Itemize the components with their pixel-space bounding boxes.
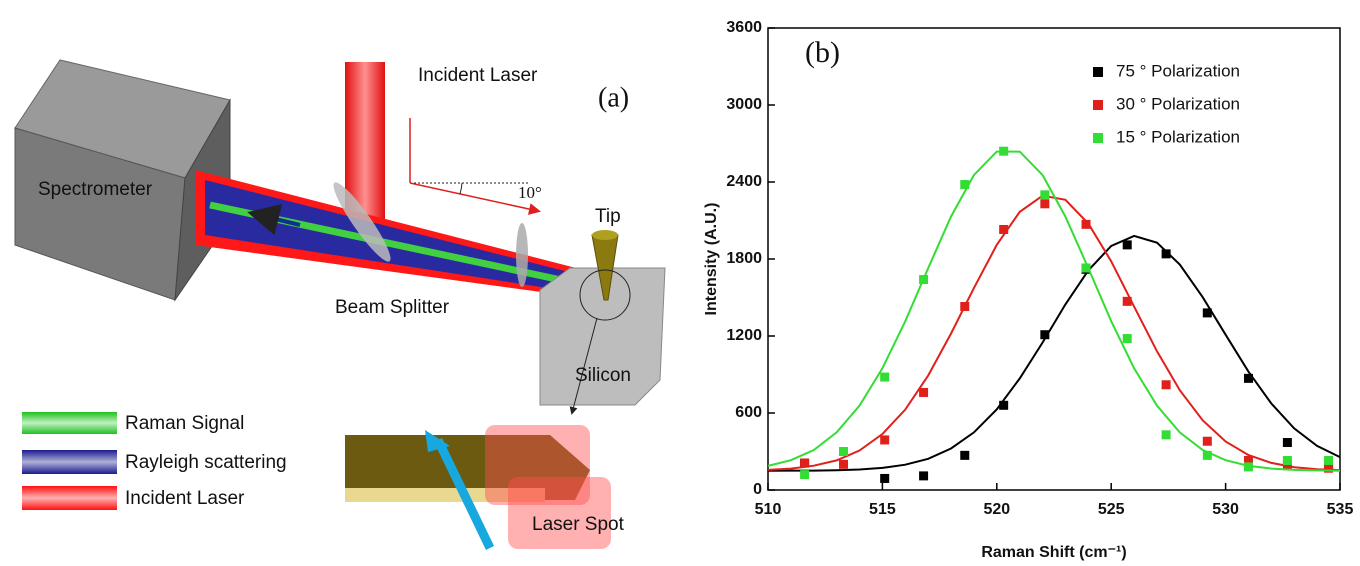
label: Tip	[595, 206, 621, 227]
legend-label: Rayleigh scattering	[125, 452, 287, 473]
data-point	[880, 474, 889, 483]
data-point	[999, 225, 1008, 234]
legend-swatch	[22, 412, 117, 434]
laser-spot	[508, 477, 611, 549]
x-tick-label: 510	[755, 501, 782, 518]
x-tick-label: 525	[1098, 501, 1125, 518]
data-point	[1283, 438, 1292, 447]
legend-marker	[1093, 67, 1103, 77]
label: Incident Laser	[418, 65, 538, 86]
data-point	[960, 451, 969, 460]
legend-label: 15 ° Polarization	[1116, 127, 1240, 146]
data-point	[999, 147, 1008, 156]
angle-arc	[460, 183, 462, 194]
x-tick-label: 520	[983, 501, 1010, 518]
x-tick-label: 515	[869, 501, 896, 518]
y-tick-label: 3000	[726, 96, 762, 113]
legend-marker	[1093, 133, 1103, 143]
data-point	[919, 275, 928, 284]
y-tick-label: 600	[735, 404, 762, 421]
legend-label: Raman Signal	[125, 413, 244, 434]
y-tick-label: 1800	[726, 250, 762, 267]
data-point	[1203, 308, 1212, 317]
data-point	[839, 460, 848, 469]
x-axis-label: Raman Shift (cm⁻¹)	[981, 544, 1126, 561]
data-point	[1203, 451, 1212, 460]
data-point	[1162, 430, 1171, 439]
data-point	[880, 373, 889, 382]
figure: Spectrometer Incident Laser (a) 10° Tip …	[0, 0, 1360, 566]
data-point	[880, 435, 889, 444]
fit-line	[768, 196, 1340, 470]
plot-frame	[768, 28, 1340, 490]
y-tick-label: 1200	[726, 327, 762, 344]
data-point	[1123, 334, 1132, 343]
data-point	[1244, 374, 1253, 383]
data-point	[1244, 462, 1253, 471]
data-point	[960, 180, 969, 189]
data-point	[1040, 199, 1049, 208]
data-point	[919, 388, 928, 397]
x-tick-label: 530	[1212, 501, 1239, 518]
data-point	[1283, 456, 1292, 465]
data-point	[1162, 249, 1171, 258]
data-point	[1203, 437, 1212, 446]
legend-marker	[1093, 100, 1103, 110]
fit-line	[768, 236, 1340, 471]
data-point	[1123, 297, 1132, 306]
y-tick-label: 0	[753, 481, 762, 498]
y-tick-label: 2400	[726, 173, 762, 190]
fit-line	[768, 152, 1340, 471]
data-point	[999, 401, 1008, 410]
data-point	[1040, 190, 1049, 199]
data-point	[800, 470, 809, 479]
diagram: Spectrometer Incident Laser (a) 10° Tip …	[15, 60, 665, 549]
label: Beam Splitter	[335, 297, 450, 318]
panel-label: (a)	[598, 82, 629, 113]
y-axis-label: Intensity (A.U.)	[703, 203, 720, 316]
label: Laser Spot	[532, 514, 625, 535]
data-point	[1324, 456, 1333, 465]
label: Silicon	[575, 365, 631, 386]
legend-label: 30 ° Polarization	[1116, 94, 1240, 113]
y-tick-label: 3600	[726, 19, 762, 36]
legend-swatch	[22, 450, 117, 474]
data-point	[839, 447, 848, 456]
legend-label: 75 ° Polarization	[1116, 61, 1240, 80]
data-point	[1040, 330, 1049, 339]
data-point	[1123, 240, 1132, 249]
label: Spectrometer	[38, 179, 153, 200]
tip-top	[592, 230, 618, 240]
label: 10°	[518, 183, 542, 202]
chart: (b) Raman Shift (cm⁻¹) Intensity (A.U.) …	[703, 19, 1353, 561]
legend-label: Incident Laser	[125, 488, 245, 509]
data-point	[1082, 263, 1091, 272]
lens	[516, 223, 528, 287]
data-point	[1082, 220, 1091, 229]
x-tick-label: 535	[1327, 501, 1354, 518]
annotation: (b)	[805, 36, 840, 69]
data-point	[800, 459, 809, 468]
data-point	[960, 302, 969, 311]
data-point	[919, 471, 928, 480]
legend-swatch	[22, 486, 117, 510]
data-point	[1162, 380, 1171, 389]
